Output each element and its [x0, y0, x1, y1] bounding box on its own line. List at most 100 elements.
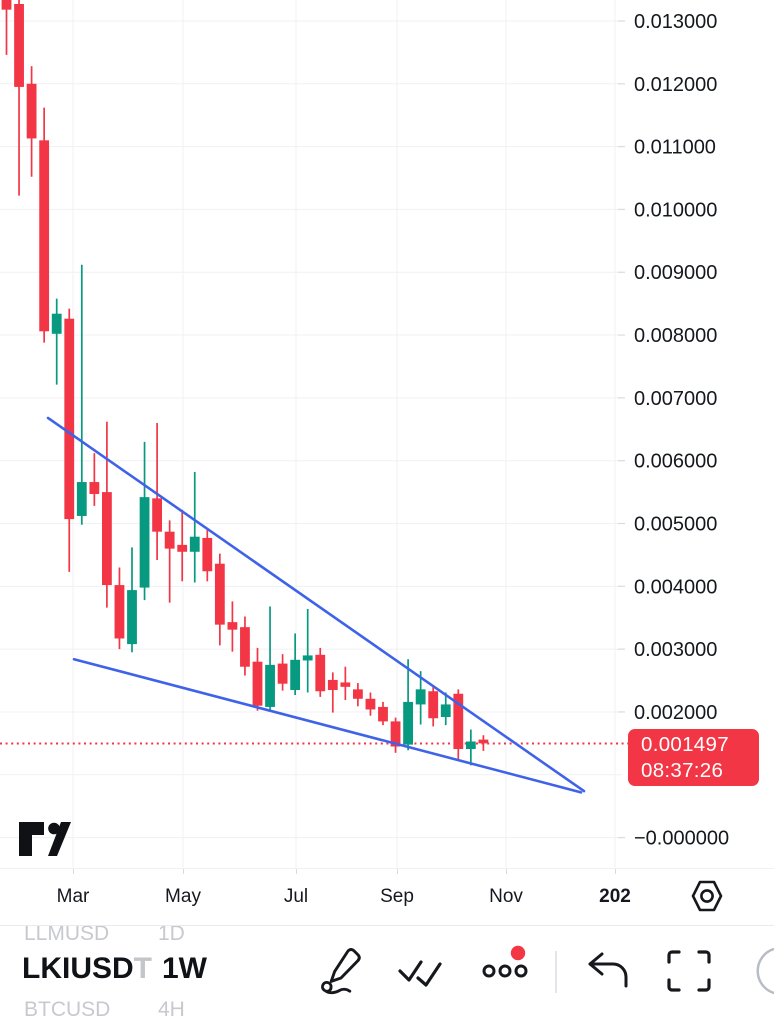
- candle-body: [39, 140, 50, 332]
- candle-body: [240, 627, 250, 667]
- candle-body: [428, 691, 439, 719]
- price-axis-label: 0.013000: [634, 11, 717, 33]
- price-axis-label: 0.007000: [634, 388, 717, 410]
- notification-dot: [510, 945, 526, 961]
- price-axis-label: 0.009000: [634, 262, 717, 284]
- symbol-label: BTCUSD: [24, 998, 111, 1021]
- candle-body: [102, 492, 112, 586]
- price-chart[interactable]: 0.013000 0.012000 0.011000 0.010000 0.009000…: [0, 0, 774, 868]
- time-tick: [506, 869, 507, 874]
- pen-icon: [329, 948, 361, 983]
- drawing-tools-button[interactable]: [316, 944, 364, 1005]
- tv-logo-slash: [48, 822, 71, 856]
- toolbar-divider: [555, 951, 557, 993]
- candle-body: [302, 655, 313, 661]
- price-axis-label: 0.006000: [634, 451, 717, 473]
- bottom-toolbar: LLMUSD 1D LKIUSDT 1W BTCUSD 4H: [0, 925, 774, 1023]
- price-axis-label: 0.010000: [634, 199, 717, 221]
- candle-body: [265, 664, 275, 707]
- more-dot-icon: [498, 964, 512, 978]
- interval-label: 4H: [158, 998, 185, 1021]
- candle-body: [177, 544, 188, 552]
- candle-body: [214, 563, 225, 625]
- candle-body: [478, 739, 489, 744]
- fullscreen-corner-icon: [697, 978, 711, 992]
- time-tick: [296, 869, 297, 874]
- candle-body: [277, 663, 288, 684]
- candle-body: [227, 622, 238, 630]
- last-price-value: 0.001497: [641, 732, 729, 756]
- price-axis-label: 0.003000: [634, 639, 717, 661]
- chart-settings-button[interactable]: [688, 878, 726, 914]
- candle-body: [415, 689, 426, 705]
- candle-body: [403, 701, 413, 745]
- time-axis-label: Jul: [283, 886, 309, 907]
- undo-button[interactable]: [586, 951, 634, 998]
- bar-countdown: 08:37:26: [641, 758, 724, 782]
- candle-body: [353, 689, 363, 699]
- tv-logo-bar: [19, 822, 44, 856]
- symbol-label: LKIUSDT: [22, 952, 152, 985]
- pen-squiggle-icon: [321, 981, 352, 995]
- chart-canvas[interactable]: 0.013000 0.012000 0.011000 0.010000 0.009000…: [0, 0, 774, 868]
- time-tick: [73, 869, 74, 874]
- candle-body: [365, 698, 376, 710]
- more-dot-icon: [514, 964, 528, 978]
- tradingview-logo: [18, 820, 72, 863]
- candle-body: [315, 654, 326, 692]
- time-tick: [615, 869, 616, 874]
- indicators-button[interactable]: [396, 951, 444, 998]
- candle-body: [1, 0, 12, 10]
- candle-body: [114, 585, 125, 639]
- candle-body: [327, 679, 338, 690]
- indicators-zigzag-icon: [398, 960, 423, 982]
- undo-arc-icon: [588, 962, 628, 988]
- time-tick: [397, 869, 398, 874]
- picker-row-previous[interactable]: LLMUSD 1D: [0, 925, 320, 945]
- candle-body: [390, 721, 401, 747]
- symbol-label: LLMUSD: [24, 925, 110, 945]
- candle-body: [64, 318, 75, 520]
- time-axis-label: May: [165, 886, 201, 907]
- time-axis[interactable]: Mar May Jul Sep Nov 202: [0, 868, 774, 926]
- time-axis-label: Sep: [380, 886, 414, 907]
- candle-body: [164, 531, 175, 549]
- fullscreen-corner-icon: [667, 978, 681, 992]
- edge-handle[interactable]: [756, 945, 774, 1002]
- interval-label: 1W: [162, 952, 207, 985]
- time-axis-label: 202: [599, 886, 631, 907]
- price-axis-label: 0.005000: [634, 514, 717, 536]
- trendline-drawing[interactable]: [72, 657, 583, 794]
- candle-body: [14, 4, 24, 87]
- symbol-label-dim: T: [133, 952, 152, 985]
- candle-body: [139, 497, 150, 588]
- edge-arc-icon: [756, 947, 774, 995]
- price-axis-label: 0.011000: [634, 137, 716, 159]
- candle-body: [51, 313, 62, 334]
- settings-hexagon-center: [700, 889, 714, 903]
- more-options-button[interactable]: [481, 945, 535, 994]
- price-axis-label: 0.002000: [634, 702, 717, 724]
- price-axis-label: 0.008000: [634, 325, 717, 347]
- fullscreen-corner-icon: [697, 950, 711, 964]
- candle-body: [89, 482, 100, 494]
- more-dot-icon: [482, 964, 496, 978]
- candle-body: [152, 498, 162, 532]
- candle-body: [127, 590, 137, 645]
- candle-body: [290, 659, 301, 690]
- price-axis-label: 0.012000: [634, 74, 717, 96]
- picker-row-next[interactable]: BTCUSD 4H: [0, 999, 320, 1021]
- interval-label: 1D: [158, 925, 185, 945]
- price-axis-label: 0.004000: [634, 576, 717, 598]
- indicators-zigzag-icon: [416, 962, 442, 987]
- last-price-badge[interactable]: 0.001497 08:37:26: [628, 729, 759, 787]
- candle-body: [340, 682, 351, 687]
- fullscreen-button[interactable]: [666, 949, 712, 998]
- candle-body: [465, 741, 476, 750]
- settings-hexagon-icon: [691, 880, 723, 912]
- picker-row-selected[interactable]: LKIUSDT 1W: [0, 952, 320, 986]
- candle-body: [252, 661, 263, 706]
- trendline-drawing[interactable]: [46, 416, 586, 793]
- candle-body: [76, 482, 87, 516]
